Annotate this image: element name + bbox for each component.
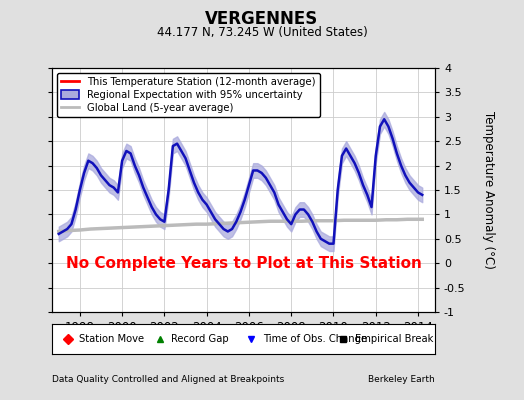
Text: Berkeley Earth: Berkeley Earth xyxy=(368,375,435,384)
Y-axis label: Temperature Anomaly (°C): Temperature Anomaly (°C) xyxy=(482,111,495,269)
Text: Data Quality Controlled and Aligned at Breakpoints: Data Quality Controlled and Aligned at B… xyxy=(52,375,285,384)
Text: Station Move: Station Move xyxy=(79,334,144,344)
Legend: This Temperature Station (12-month average), Regional Expectation with 95% uncer: This Temperature Station (12-month avera… xyxy=(58,73,320,117)
Text: Empirical Break: Empirical Break xyxy=(355,334,433,344)
Text: Time of Obs. Change: Time of Obs. Change xyxy=(263,334,367,344)
Text: VERGENNES: VERGENNES xyxy=(205,10,319,28)
Text: Record Gap: Record Gap xyxy=(171,334,228,344)
Text: No Complete Years to Plot at This Station: No Complete Years to Plot at This Statio… xyxy=(66,256,422,271)
Text: 44.177 N, 73.245 W (United States): 44.177 N, 73.245 W (United States) xyxy=(157,26,367,39)
